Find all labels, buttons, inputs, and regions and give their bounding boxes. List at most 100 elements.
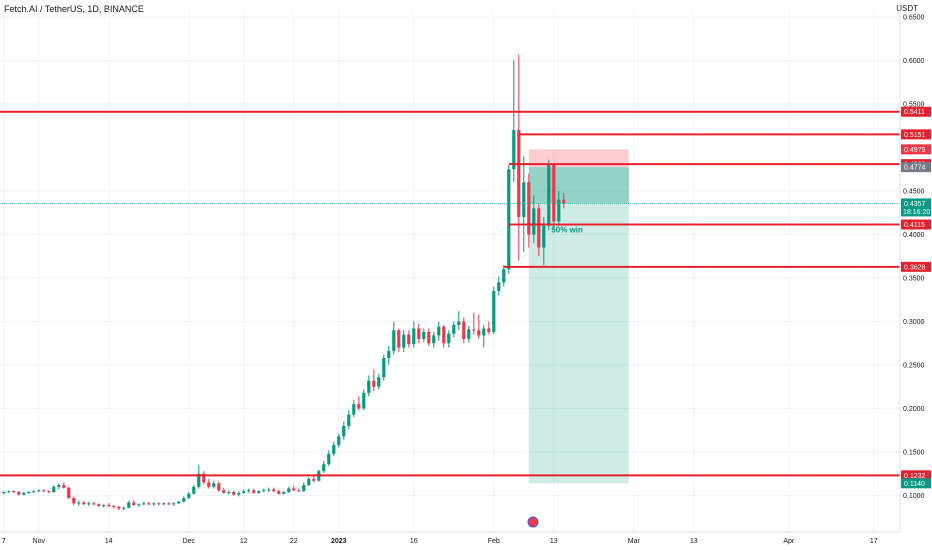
candle-body (242, 491, 246, 493)
price-tags: 0.54110.51510.48090.41150.36280.12320.49… (901, 106, 931, 489)
price-tag-label: 0.4774 (904, 165, 926, 172)
candle-body (247, 490, 251, 492)
reward-zone (528, 167, 629, 484)
candle-body (367, 380, 371, 393)
candle-body (127, 502, 131, 508)
candle-body (517, 130, 521, 218)
x-tick-label: Feb (488, 538, 500, 545)
candle-body (32, 491, 36, 493)
short-position-tool[interactable] (528, 149, 629, 484)
candle-body (552, 164, 556, 222)
candle-body (87, 503, 91, 505)
candle-body (287, 488, 291, 493)
candle-body (152, 503, 156, 505)
candle-body (262, 490, 266, 492)
candle-body (492, 291, 496, 332)
price-tag-label: 0.1232 (904, 473, 926, 480)
candle-body (532, 208, 536, 235)
price-tag-label: 0.4357 (904, 201, 926, 208)
x-tick-label: Dec (183, 538, 196, 545)
y-tick-label: 0.2500 (903, 363, 925, 370)
x-tick-label: 22 (290, 538, 298, 545)
y-tick-label: 0.4500 (903, 189, 925, 196)
candle-body (527, 182, 531, 235)
candle-body (452, 324, 456, 334)
candle-body (237, 492, 241, 495)
candle-body (192, 486, 196, 494)
horizontal-levels[interactable] (0, 110, 900, 477)
price-tag (901, 478, 931, 489)
y-tick-label: 0.1500 (903, 450, 925, 457)
candle-body (432, 335, 436, 344)
candle-body (417, 328, 421, 339)
candle-body (67, 487, 71, 499)
candle-body (272, 489, 276, 492)
candle-body (297, 490, 301, 492)
candle-body (542, 225, 546, 248)
x-tick-label: 7 (2, 538, 6, 545)
candle-body (502, 269, 506, 283)
candlestick-series (0, 54, 566, 511)
candle-body (57, 485, 61, 487)
chart-title: Fetch.AI / TetherUS, 1D, BINANCE (4, 4, 144, 14)
candle-body (187, 493, 191, 499)
annotations: 50% win (527, 225, 583, 528)
x-tick-label: 14 (105, 538, 113, 545)
candle-body (252, 490, 256, 493)
candle-body (522, 182, 526, 218)
candle-body (167, 503, 171, 505)
candle-body (332, 445, 336, 454)
candle-body (267, 489, 271, 491)
candle-body (157, 503, 161, 505)
price-tag (901, 219, 931, 230)
candle-body (47, 491, 51, 493)
price-tag (901, 261, 931, 272)
candle-body (342, 425, 346, 437)
candle-body (312, 478, 316, 481)
win-annotation: 50% win (551, 225, 583, 234)
price-tag-label: 0.4979 (904, 147, 926, 154)
candle-body (327, 453, 331, 465)
candle-body (77, 502, 81, 504)
candle-body (487, 328, 491, 332)
candle-body (322, 464, 326, 472)
y-tick-label: 0.6500 (903, 15, 925, 22)
candle-body (147, 503, 151, 505)
candle-body (132, 502, 136, 506)
candle-body (497, 282, 501, 292)
x-tick-label: 16 (410, 538, 418, 545)
candle-body (337, 436, 341, 446)
candle-body (407, 334, 411, 345)
candle-body (142, 503, 146, 505)
candle-body (352, 404, 356, 415)
candle-body (472, 329, 476, 331)
candle-body (467, 329, 471, 339)
candle-body (212, 483, 216, 487)
x-tick-label: 13 (690, 538, 698, 545)
candle-body (557, 199, 561, 222)
candle-body (232, 492, 236, 495)
y-tick-label: 0.4000 (903, 232, 925, 239)
candle-body (442, 326, 446, 344)
price-tag (901, 162, 931, 173)
candle-body (292, 488, 296, 491)
candle-body (97, 504, 101, 506)
candle-body (402, 334, 406, 348)
price-tag (901, 129, 931, 140)
x-tick-label: Mar (628, 538, 641, 545)
grid (0, 10, 900, 532)
x-tick-label: 13 (550, 538, 558, 545)
y-tick-label: 0.6000 (903, 58, 925, 65)
candle-body (357, 404, 361, 409)
price-tag-label: 0.4115 (904, 222, 925, 229)
candle-body (162, 503, 166, 505)
candle-body (562, 199, 566, 204)
y-tick-label: 0.5500 (903, 102, 925, 109)
candle-body (122, 507, 126, 509)
candle-body (52, 486, 56, 493)
candle-body (72, 498, 76, 504)
candle-body (207, 482, 211, 487)
price-tag (901, 198, 931, 217)
